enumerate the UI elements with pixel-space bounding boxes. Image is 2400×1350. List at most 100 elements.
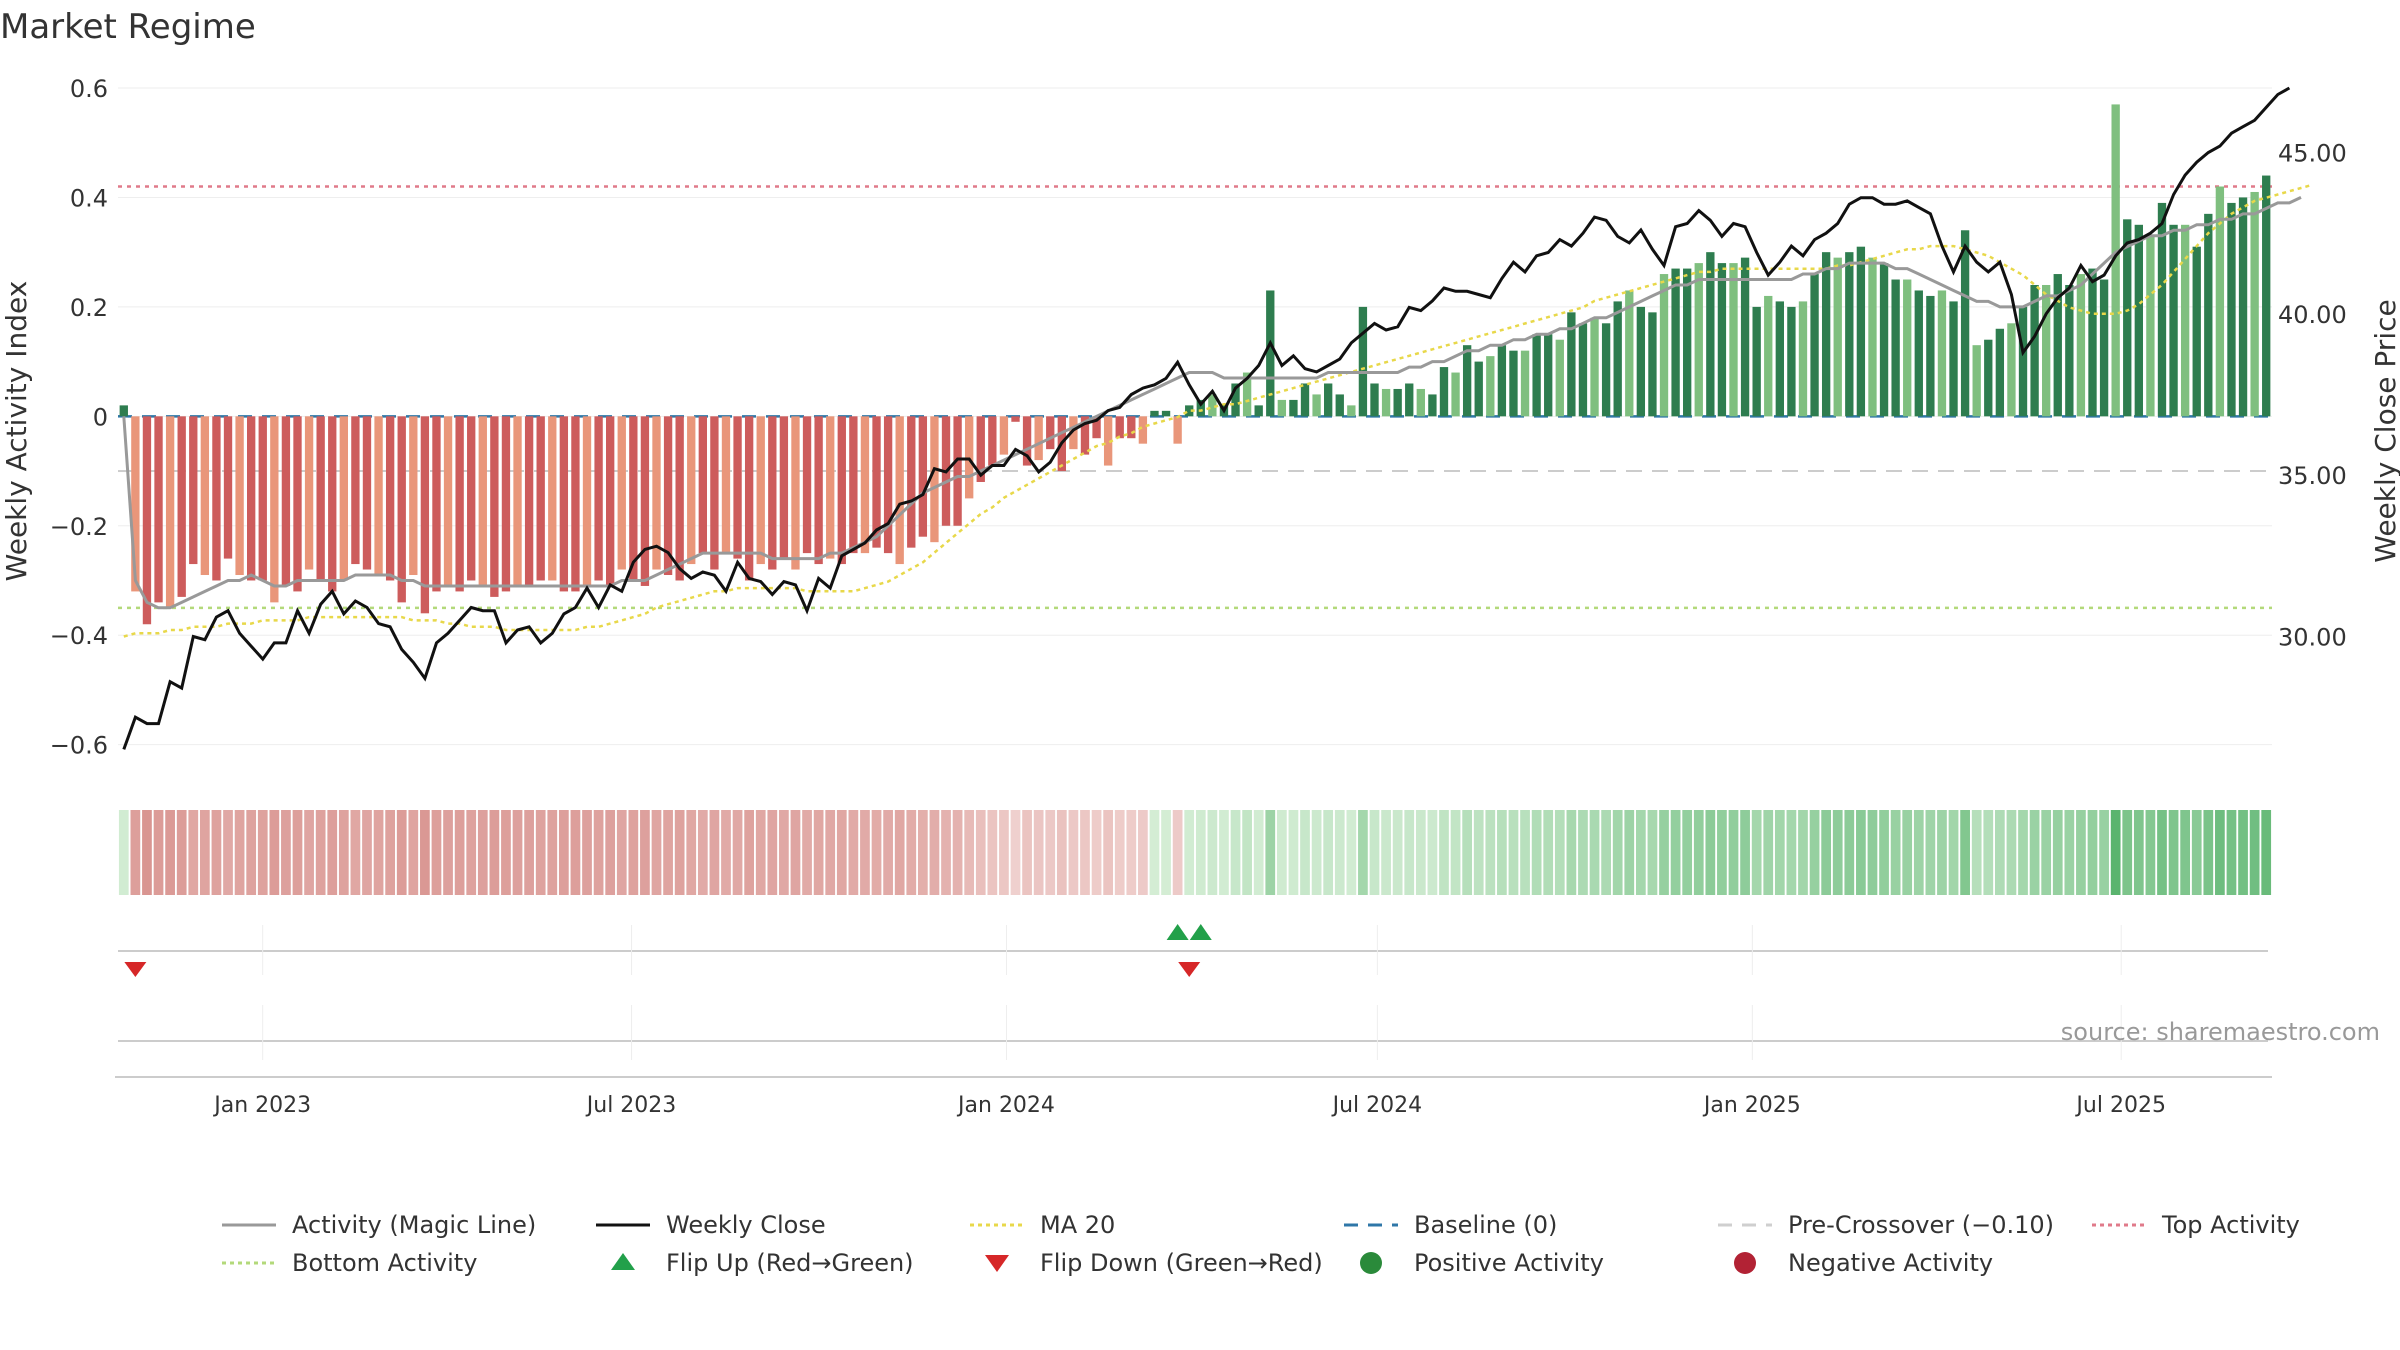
activity-bar bbox=[281, 416, 291, 586]
legend-label: Flip Up (Red→Green) bbox=[666, 1249, 914, 1277]
regime-strip-cell bbox=[1114, 810, 1125, 895]
flip-down-marker bbox=[124, 962, 147, 977]
regime-strip-cell bbox=[570, 810, 581, 895]
activity-bar bbox=[2146, 235, 2155, 417]
activity-bar bbox=[895, 416, 904, 565]
activity-bar bbox=[2250, 191, 2259, 417]
regime-strip-cell bbox=[674, 810, 685, 895]
legend-item: Top Activity bbox=[2092, 1211, 2300, 1239]
activity-bar bbox=[1625, 290, 1634, 417]
regime-strip-cell bbox=[1230, 810, 1241, 895]
regime-strip-cell bbox=[211, 810, 222, 895]
legend-item: Flip Down (Green→Red) bbox=[985, 1249, 1323, 1277]
activity-bar bbox=[189, 416, 198, 565]
regime-strip-cell bbox=[1705, 810, 1716, 895]
activity-bar bbox=[1544, 334, 1553, 417]
regime-strip-cell bbox=[1300, 810, 1310, 895]
activity-bar bbox=[1520, 350, 1530, 417]
activity-bar bbox=[559, 416, 569, 592]
activity-bar bbox=[1277, 399, 1287, 417]
regime-strip-cell bbox=[964, 810, 975, 895]
regime-strip-cell bbox=[501, 810, 511, 895]
activity-bar bbox=[744, 416, 754, 581]
activity-bar bbox=[1590, 317, 1599, 417]
activity-bar bbox=[802, 416, 812, 554]
activity-bar bbox=[339, 416, 348, 581]
regime-strip-cell bbox=[1276, 810, 1287, 895]
regime-strip-cell bbox=[2215, 810, 2225, 895]
regime-strip-cell bbox=[234, 810, 245, 895]
x-tick-label: Jul 2024 bbox=[1331, 1093, 1423, 1118]
activity-bar bbox=[2099, 279, 2109, 417]
regime-strip-cell bbox=[1566, 810, 1577, 895]
activity-bar bbox=[617, 416, 626, 570]
ma20-line bbox=[123, 183, 2313, 638]
activity-bar bbox=[1775, 301, 1784, 417]
regime-strip-cell bbox=[142, 810, 152, 895]
regime-strip-cell bbox=[1392, 810, 1403, 895]
legend-label: Flip Down (Green→Red) bbox=[1040, 1249, 1323, 1277]
regime-strip-cell bbox=[315, 810, 326, 895]
legend-swatch bbox=[985, 1255, 1009, 1272]
regime-strip-cell bbox=[1288, 810, 1299, 895]
regime-strip-cell bbox=[2064, 810, 2075, 895]
activity-bar bbox=[2065, 284, 2074, 417]
x-tick-label: Jan 2024 bbox=[956, 1093, 1055, 1118]
regime-strip-cell bbox=[2203, 810, 2214, 895]
activity-bar bbox=[1312, 394, 1321, 417]
activity-bar bbox=[165, 416, 175, 608]
legend-swatch bbox=[611, 1253, 635, 1270]
y-axis-label-left: Weekly Activity Index bbox=[0, 281, 33, 582]
legend-swatch bbox=[1360, 1252, 1382, 1274]
activity-bar bbox=[965, 416, 974, 499]
regime-strip-cell bbox=[1195, 810, 1206, 895]
activity-bar bbox=[640, 416, 650, 586]
grid-lines bbox=[118, 87, 2272, 746]
activity-bar bbox=[223, 416, 233, 559]
activity-bar bbox=[1034, 416, 1043, 461]
regime-strip-cell bbox=[883, 810, 893, 895]
activity-bar bbox=[1324, 383, 1333, 417]
activity-bar bbox=[930, 416, 939, 543]
activity-bar bbox=[1706, 252, 1715, 417]
regime-strip-cell bbox=[1473, 810, 1484, 895]
activity-bar bbox=[1868, 257, 1877, 417]
source-label: source: sharemaestro.com bbox=[2061, 1018, 2380, 1046]
activity-bar bbox=[1752, 306, 1761, 417]
regime-strip-cell bbox=[477, 810, 488, 895]
regime-strip-cell bbox=[1971, 810, 1982, 895]
activity-bar bbox=[606, 416, 615, 586]
regime-strip-cell bbox=[338, 810, 349, 895]
regime-strip-cell bbox=[1103, 810, 1114, 895]
activity-bar bbox=[1428, 394, 1437, 417]
activity-bar bbox=[1115, 416, 1124, 439]
regime-strip-cell bbox=[1462, 810, 1473, 895]
activity-bar bbox=[1103, 416, 1113, 466]
activity-bar bbox=[1022, 416, 1032, 466]
activity-bar bbox=[432, 416, 441, 592]
activity-bar bbox=[814, 416, 823, 565]
activity-bar bbox=[1845, 252, 1854, 417]
activity-bar bbox=[2076, 274, 2086, 417]
regime-strip-cell bbox=[1612, 810, 1623, 895]
activity-bar bbox=[976, 416, 985, 482]
regime-strip-cell bbox=[2006, 810, 2017, 895]
regime-strip-cell bbox=[1219, 810, 1229, 895]
regime-strip-cell bbox=[582, 810, 592, 895]
regime-strip-cell bbox=[721, 810, 731, 895]
activity-bar bbox=[698, 416, 707, 554]
regime-strip-cell bbox=[1068, 810, 1079, 895]
regime-strip-cell bbox=[767, 810, 778, 895]
regime-strip-cell bbox=[1682, 810, 1693, 895]
regime-strip-cell bbox=[744, 810, 755, 895]
activity-bar bbox=[1231, 383, 1240, 417]
activity-bar bbox=[1254, 405, 1263, 417]
regime-strip-cell bbox=[593, 810, 604, 895]
regime-strip-cell bbox=[1856, 810, 1866, 895]
regime-strip-cell bbox=[1635, 810, 1646, 895]
activity-bar bbox=[2262, 175, 2271, 417]
activity-bar bbox=[1914, 290, 1923, 417]
regime-strip-cell bbox=[1937, 810, 1947, 895]
regime-strip-cell bbox=[825, 810, 836, 895]
regime-strip-cell bbox=[1786, 810, 1797, 895]
